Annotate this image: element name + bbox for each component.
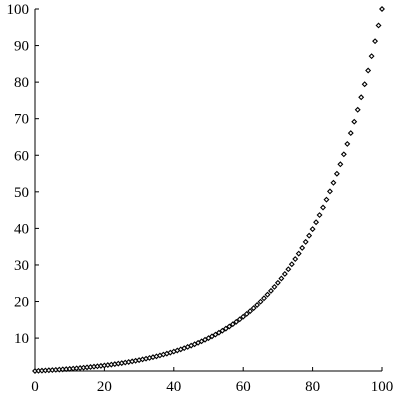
data-point bbox=[333, 170, 340, 177]
y-tick-label: 70 bbox=[14, 112, 29, 128]
y-tick-label: 90 bbox=[14, 39, 29, 55]
x-tick-label: 60 bbox=[236, 379, 251, 395]
data-point bbox=[257, 298, 264, 305]
data-point bbox=[229, 321, 236, 328]
data-point bbox=[288, 261, 295, 268]
x-tick-label: 20 bbox=[97, 379, 112, 395]
y-tick-label: 30 bbox=[14, 258, 29, 274]
y-tick-label: 20 bbox=[14, 295, 29, 311]
data-point bbox=[347, 130, 354, 137]
data-point bbox=[313, 219, 320, 226]
data-point bbox=[281, 270, 288, 277]
data-point bbox=[375, 22, 382, 29]
y-axis-ticks: 10 20 30 40 50 60 70 80 90 100 bbox=[7, 2, 39, 347]
data-point bbox=[344, 140, 351, 147]
data-point bbox=[226, 323, 233, 330]
data-points bbox=[32, 6, 385, 374]
data-point bbox=[271, 283, 278, 290]
x-tick-label: 0 bbox=[31, 379, 39, 395]
x-tick-label: 80 bbox=[305, 379, 320, 395]
data-point bbox=[250, 305, 257, 312]
data-point bbox=[261, 295, 267, 302]
data-point bbox=[215, 329, 222, 336]
data-point bbox=[337, 161, 344, 168]
y-tick-label: 100 bbox=[7, 2, 30, 18]
data-point bbox=[323, 196, 330, 203]
data-point bbox=[351, 118, 358, 125]
y-tick-label: 50 bbox=[14, 185, 29, 201]
y-tick-label: 10 bbox=[14, 331, 29, 347]
data-point bbox=[285, 266, 292, 273]
data-point bbox=[368, 53, 375, 60]
y-tick-label: 60 bbox=[14, 148, 29, 164]
data-point bbox=[320, 204, 326, 211]
x-axis-ticks: 0 20 40 60 80 100 bbox=[31, 367, 393, 395]
data-point bbox=[302, 238, 309, 245]
data-point bbox=[267, 287, 274, 294]
data-point bbox=[212, 331, 219, 338]
y-tick-label: 40 bbox=[14, 221, 29, 237]
data-point bbox=[340, 151, 347, 158]
data-point bbox=[365, 67, 372, 74]
data-point bbox=[236, 316, 243, 323]
data-point bbox=[295, 250, 302, 257]
y-tick-label: 80 bbox=[14, 75, 29, 91]
x-tick-label: 100 bbox=[371, 379, 394, 395]
data-point bbox=[316, 212, 323, 219]
data-point bbox=[254, 302, 261, 308]
data-point bbox=[299, 244, 306, 251]
data-point bbox=[326, 188, 333, 195]
data-point bbox=[222, 325, 229, 332]
data-point bbox=[208, 333, 215, 340]
data-point bbox=[354, 106, 361, 113]
data-point bbox=[358, 94, 365, 101]
data-point bbox=[264, 291, 271, 298]
data-point bbox=[247, 308, 254, 315]
data-point bbox=[330, 179, 337, 186]
data-point bbox=[240, 313, 247, 320]
axes bbox=[34, 9, 382, 372]
data-point bbox=[219, 327, 226, 334]
data-point bbox=[309, 226, 316, 233]
data-point bbox=[274, 279, 281, 286]
data-point bbox=[205, 335, 212, 342]
data-point bbox=[233, 318, 240, 325]
data-point bbox=[379, 6, 385, 12]
data-point bbox=[372, 38, 379, 45]
data-point bbox=[306, 232, 313, 239]
data-point bbox=[361, 81, 368, 88]
x-tick-label: 40 bbox=[166, 379, 181, 395]
data-point bbox=[292, 256, 299, 263]
data-point bbox=[243, 310, 250, 317]
data-point bbox=[278, 275, 285, 282]
